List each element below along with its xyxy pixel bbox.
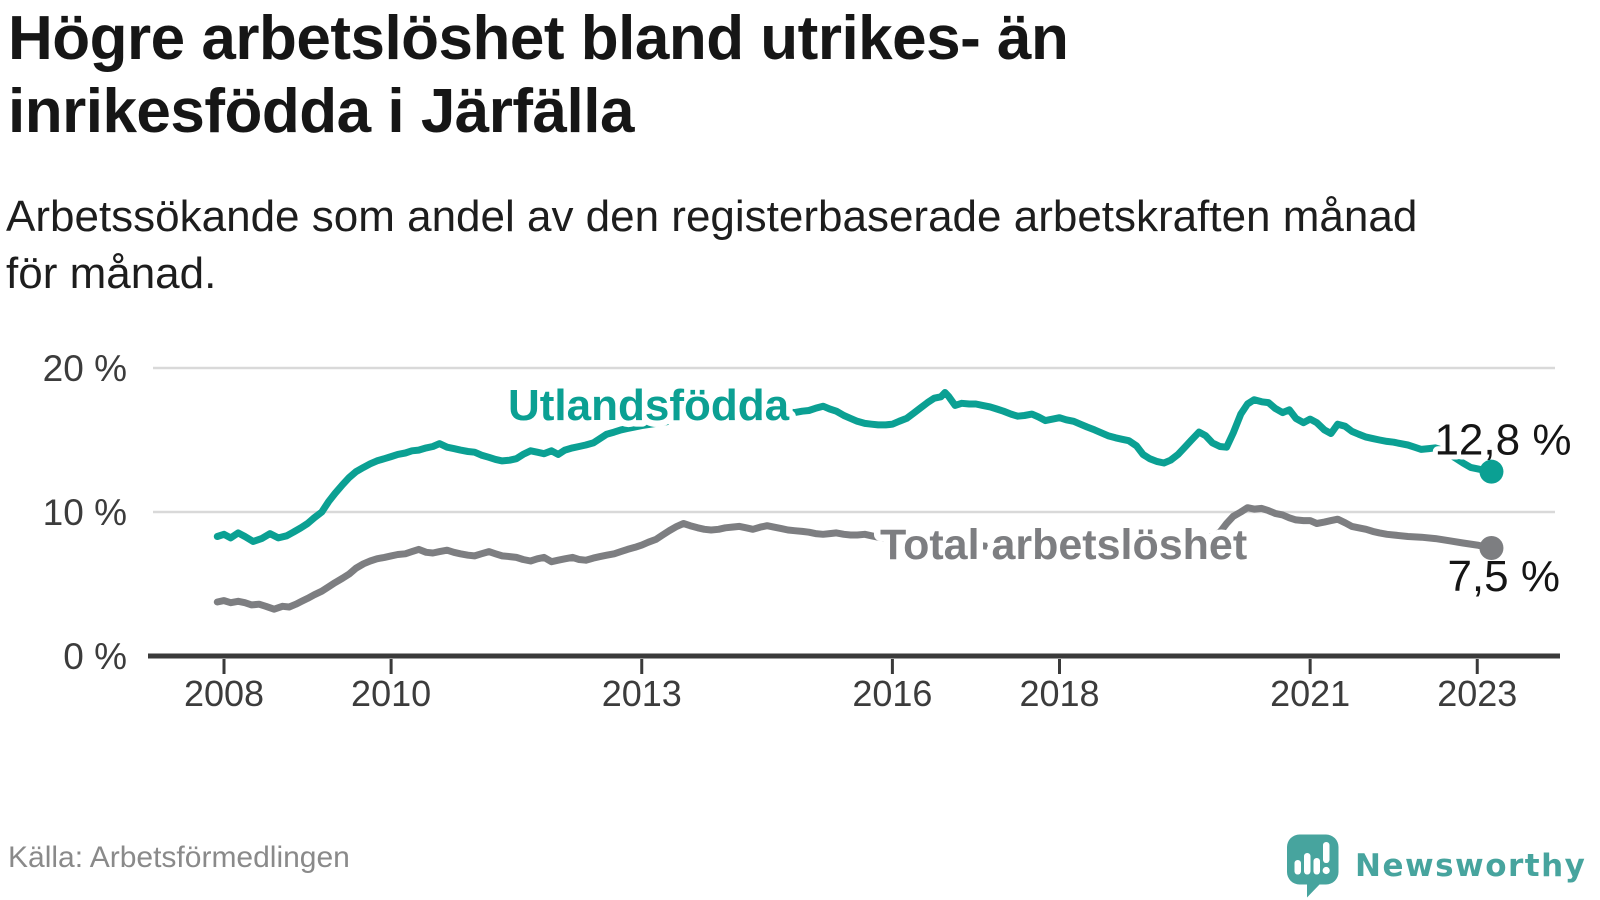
series-line-utlandsfodda xyxy=(213,389,1495,545)
newsworthy-logo: Newsworthy xyxy=(1286,834,1586,898)
y-axis-tick-label: 0 % xyxy=(63,636,127,677)
chart-subtitle: Arbetssökande som andel av den registerb… xyxy=(6,188,1417,302)
title-line-2: inrikesfödda i Järfälla xyxy=(8,77,634,146)
chart-svg: 0 % 10 % 20 % 2008 2010 2013 2016 2018 2021 2023 U… xyxy=(43,348,1577,714)
source-note: Källa: Arbetsförmedlingen xyxy=(8,841,350,874)
subtitle-line-2: för månad. xyxy=(6,249,217,298)
newsworthy-logo-text: Newsworthy xyxy=(1355,848,1587,884)
x-axis-tick-label: 2008 xyxy=(184,673,264,714)
x-axis-tick-label: 2010 xyxy=(351,673,431,714)
series-end-dot xyxy=(1479,536,1504,560)
y-axis-tick-label: 20 % xyxy=(43,348,127,389)
page-title: Högre arbetslöshet bland utrikes- än inr… xyxy=(8,2,1069,148)
x-axis-tick-label: 2013 xyxy=(602,673,682,714)
logo-exclamation-bar xyxy=(1323,842,1330,863)
series-line-total xyxy=(213,504,1495,613)
x-axis-tick-label: 2023 xyxy=(1437,673,1517,714)
y-axis-tick-label: 10 % xyxy=(43,492,127,533)
series-label: Total arbetslöshet xyxy=(880,521,1247,569)
title-line-1: Högre arbetslöshet bland utrikes- än xyxy=(8,4,1069,73)
series-label: Utlandsfödda xyxy=(508,381,790,430)
series-end-dot xyxy=(1479,459,1504,484)
logo-bar-2 xyxy=(1304,853,1311,875)
subtitle-line-1: Arbetssökande som andel av den registerb… xyxy=(6,192,1418,241)
x-axis-tick-label: 2018 xyxy=(1019,673,1099,714)
logo-exclamation-dot xyxy=(1322,866,1330,875)
newsworthy-logo-icon xyxy=(1287,834,1339,898)
x-axis-tick-label: 2021 xyxy=(1270,673,1350,714)
x-axis-tick-label: 2016 xyxy=(852,673,932,714)
logo-bar-1 xyxy=(1294,860,1301,875)
logo-bar-3 xyxy=(1313,858,1320,875)
series-end-value-label: 12,8 % xyxy=(1434,416,1571,465)
series-end-value-label: 7,5 % xyxy=(1447,552,1560,601)
line-chart: 0 % 10 % 20 % 2008 2010 2013 2016 2018 2021 2023 U… xyxy=(0,320,1600,720)
